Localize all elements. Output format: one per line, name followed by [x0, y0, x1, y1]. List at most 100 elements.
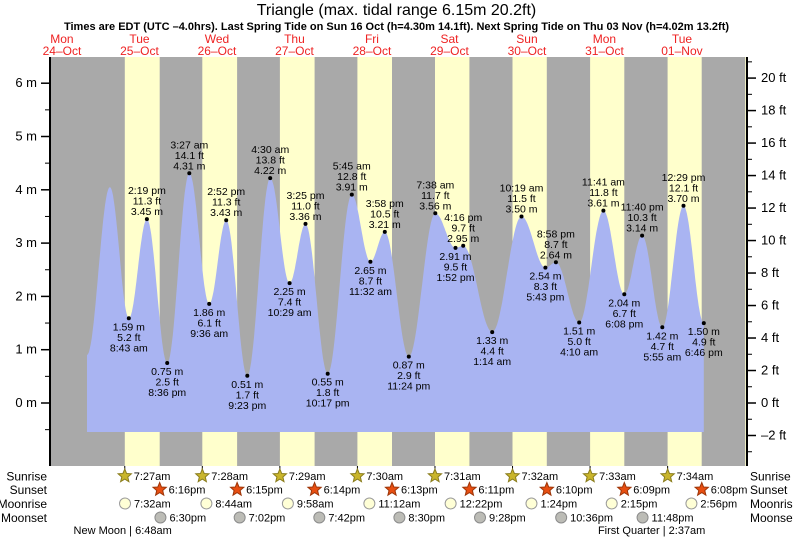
tide-extreme-dot	[207, 301, 212, 306]
tide-extreme-label: 10:17 pm	[306, 398, 350, 410]
almanac-time: 7:29am	[289, 471, 326, 483]
tide-extreme-dot	[224, 218, 229, 223]
tide-extreme-dot	[701, 321, 706, 326]
almanac-time: 7:42pm	[328, 513, 365, 525]
almanac-time: 6:30pm	[169, 513, 206, 525]
almanac-time: 9:58am	[297, 499, 334, 511]
tide-extreme-label: 11.0 ft	[291, 200, 319, 212]
tide-extreme-label: 3.36 m	[289, 211, 321, 223]
sunrise-icon	[582, 467, 598, 483]
tide-extreme-label: 12.1 ft	[669, 182, 698, 194]
almanac-time: 6:15pm	[246, 485, 283, 497]
almanac-time: 6:11pm	[478, 485, 514, 497]
day-date-label: 26–Oct	[198, 44, 237, 58]
right-axis-tick-label: –2 ft	[761, 427, 787, 442]
sunset-icon	[693, 481, 710, 497]
left-axis-tick-label: 1 m	[15, 342, 37, 357]
almanac-time: 7:32am	[134, 499, 171, 511]
day-date-label: 31–Oct	[585, 44, 624, 58]
almanac-time: 7:34am	[677, 471, 714, 483]
tide-extreme-label: 7:38 am	[416, 179, 454, 191]
tide-extreme-label: 1.7 ft	[236, 389, 259, 401]
tide-extreme-dot	[640, 233, 645, 238]
tide-extreme-label: 1.50 m	[688, 326, 720, 338]
tide-extreme-label: 3.14 m	[626, 223, 658, 235]
tide-extreme-label: 1:52 pm	[437, 272, 475, 284]
tide-extreme-label: 3:58 pm	[366, 198, 404, 210]
moonrise-icon	[525, 497, 538, 510]
day-date-label: 29–Oct	[430, 44, 469, 58]
tide-extreme-label: 2.54 m	[529, 271, 561, 283]
almanac-time: 6:13pm	[401, 485, 438, 497]
tide-extreme-label: 3.50 m	[505, 203, 537, 215]
tide-extreme-label: 2.25 m	[273, 286, 305, 298]
tide-extreme-dot	[144, 217, 149, 222]
moonset-icon	[474, 511, 487, 524]
tide-extreme-dot	[187, 171, 192, 176]
tide-extreme-label: 11.3 ft	[212, 197, 240, 209]
sunrise-icon	[271, 467, 288, 483]
tide-extreme-label: 9.7 ft	[452, 222, 475, 234]
day-date-label: 24–Oct	[43, 44, 82, 58]
tide-extreme-label: 4.9 ft	[692, 337, 715, 349]
almanac-row-label-right: Sunset	[750, 483, 788, 497]
right-axis-tick-label: 16 ft	[761, 135, 787, 150]
almanac-row-label-right: Moonrise	[750, 497, 793, 511]
tide-extreme-label: 9:36 am	[190, 328, 228, 340]
tide-extreme-label: 11:24 pm	[387, 381, 430, 393]
sunset-icon	[461, 481, 478, 497]
moonrise-icon	[363, 497, 376, 510]
tide-extreme-label: 11:32 am	[349, 286, 392, 298]
tide-extreme-label: 3.70 m	[667, 193, 699, 205]
right-axis-tick-label: 12 ft	[761, 200, 787, 215]
moonrise-icon	[281, 497, 294, 510]
moonset-icon	[313, 511, 326, 524]
moonset-icon	[555, 511, 568, 524]
tide-extreme-dot	[553, 260, 558, 265]
almanac-time: 9:28pm	[489, 513, 526, 525]
moonset-icon	[154, 511, 167, 524]
tide-extreme-label: 2.9 ft	[397, 370, 420, 382]
tide-extreme-label: 6.1 ft	[198, 317, 221, 329]
almanac-time: 8:30pm	[408, 513, 445, 525]
almanac-time: 1:24pm	[540, 499, 577, 511]
tide-extreme-label: 8.3 ft	[534, 281, 557, 293]
day-name-label: Tue	[129, 32, 150, 46]
tide-extreme-label: 5:43 pm	[526, 292, 564, 304]
day-name-label: Mon	[593, 32, 616, 46]
tide-extreme-label: 11.7 ft	[421, 190, 449, 202]
tide-extreme-label: 12:29 pm	[662, 172, 706, 184]
day-date-label: 27–Oct	[275, 44, 314, 58]
tide-extreme-dot	[287, 281, 292, 286]
tide-extreme-label: 3.21 m	[369, 219, 401, 231]
tide-extreme-label: 0.51 m	[231, 379, 263, 391]
almanac-time: 11:48pm	[652, 513, 694, 525]
right-axis-tick-label: 6 ft	[761, 298, 779, 313]
tide-extreme-dot	[601, 208, 606, 213]
tide-extreme-label: 14.1 ft	[175, 150, 204, 162]
almanac-time: 6:16pm	[169, 485, 206, 497]
tide-extreme-dot	[303, 221, 308, 226]
tide-extreme-label: 11.8 ft	[589, 187, 617, 199]
tide-extreme-label: 4.22 m	[254, 165, 286, 177]
tide-extreme-label: 2:52 pm	[207, 186, 245, 198]
tide-extreme-label: 2.64 m	[540, 249, 572, 261]
left-axis-tick-label: 4 m	[15, 182, 37, 197]
moonrise-icon	[200, 497, 213, 510]
tide-extreme-label: 6:08 pm	[605, 318, 643, 330]
right-axis-tick-label: 10 ft	[761, 233, 787, 248]
tide-extreme-label: 2.91 m	[439, 251, 471, 263]
day-name-label: Thu	[284, 32, 305, 46]
tide-extreme-label: 3:27 am	[170, 139, 208, 151]
sunrise-icon	[659, 467, 676, 483]
almanac-row-label-left: Moonset	[1, 511, 48, 525]
tide-extreme-label: 1.33 m	[476, 335, 508, 347]
tide-extreme-dot	[349, 192, 354, 197]
day-name-label: Fri	[365, 32, 379, 46]
almanac-time: 7:27am	[134, 471, 171, 483]
day-date-label: 28–Oct	[353, 44, 392, 58]
sunrise-icon	[194, 467, 211, 483]
tide-extreme-dot	[382, 229, 387, 234]
day-date-label: 30–Oct	[508, 44, 547, 58]
tide-extreme-label: 10.5 ft	[370, 208, 399, 220]
